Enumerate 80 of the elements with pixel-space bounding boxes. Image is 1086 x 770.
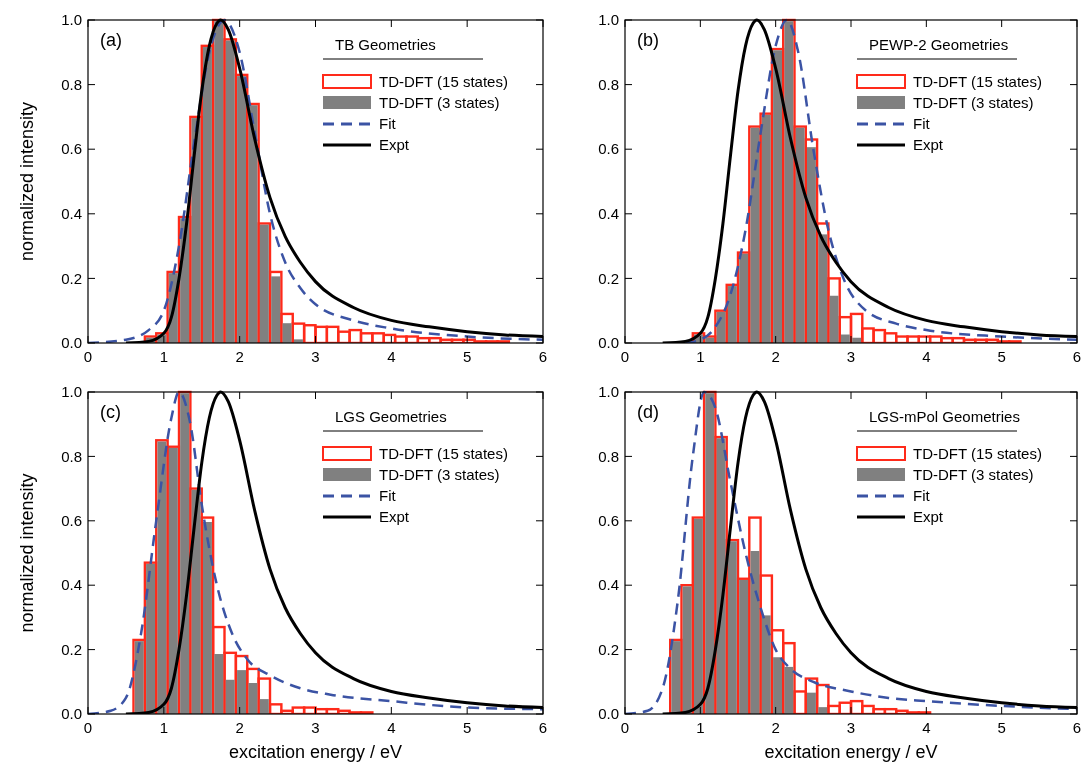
y-tick-label: 0.2 (61, 269, 82, 287)
x-axis-title: excitation energy / eV (764, 742, 938, 762)
y-tick-label: 1.0 (61, 11, 82, 29)
y-tick-label: 0.6 (598, 140, 619, 158)
x-tick-label: 6 (1072, 719, 1082, 736)
y-tick-label: 0.4 (598, 205, 619, 223)
x-tick-label: 5 (997, 348, 1006, 365)
y-tick-label: 0.4 (61, 576, 82, 594)
x-tick-label: 2 (235, 348, 244, 365)
x-tick-label: 6 (538, 719, 548, 736)
legend-label: Expt (913, 508, 944, 526)
y-tick-label: 1.0 (598, 383, 619, 401)
y-tick-label: 0.0 (61, 705, 82, 723)
y-tick-label: 0.6 (61, 512, 82, 530)
legend-label: Fit (913, 115, 931, 133)
y-axis-title: normalized intensity (17, 473, 37, 633)
legend-label: TD-DFT (15 states) (379, 73, 508, 91)
x-tick-label: 3 (846, 719, 856, 736)
y-axis-title: normalized intensity (17, 101, 37, 262)
y-tick-label: 0.4 (598, 576, 619, 594)
x-tick-label: 0 (620, 719, 630, 736)
annotation: (a) (100, 30, 122, 50)
x-tick-label: 5 (462, 719, 472, 736)
x-tick-label: 3 (311, 719, 320, 736)
x-tick-label: 2 (235, 719, 244, 736)
x-tick-label: 0 (83, 348, 93, 365)
legend-label: Fit (379, 115, 397, 133)
legend-label: TD-DFT (3 states) (913, 466, 1034, 484)
legend-label: Expt (379, 136, 410, 154)
x-tick-label: 3 (311, 348, 320, 365)
x-axis-title: excitation energy / eV (228, 742, 403, 762)
y-tick-label: 0.4 (61, 205, 82, 223)
legend-title: LGS Geometries (335, 408, 447, 425)
x-tick-label: 2 (771, 719, 780, 736)
y-tick-label: 0.0 (598, 705, 619, 723)
x-tick-label: 5 (462, 348, 472, 365)
legend-label: TD-DFT (15 states) (913, 445, 1042, 463)
x-tick-label: 1 (159, 719, 169, 736)
x-tick-label: 6 (1072, 348, 1082, 365)
annotation: (d) (637, 402, 659, 422)
x-tick-label: 0 (620, 348, 630, 365)
y-tick-label: 0.2 (598, 269, 619, 287)
annotation: (b) (637, 30, 659, 50)
y-tick-label: 0.2 (61, 640, 82, 658)
legend-title: TB Geometries (335, 36, 436, 53)
y-tick-label: 0.0 (598, 334, 619, 352)
y-tick-label: 1.0 (598, 11, 619, 29)
annotation: (c) (100, 402, 121, 422)
x-tick-label: 1 (159, 348, 169, 365)
y-tick-label: 0.6 (61, 140, 82, 158)
legend-label: Expt (913, 136, 944, 154)
legend-label: TD-DFT (15 states) (913, 73, 1042, 91)
legend-label: TD-DFT (3 states) (913, 94, 1034, 112)
x-tick-label: 4 (922, 348, 931, 365)
y-tick-label: 0.6 (598, 512, 619, 530)
x-tick-label: 6 (538, 348, 548, 365)
legend-label: Expt (379, 508, 410, 526)
y-tick-label: 0.8 (598, 75, 619, 93)
y-tick-label: 1.0 (61, 383, 82, 401)
x-tick-label: 1 (696, 719, 705, 736)
legend-label: Fit (913, 487, 931, 505)
y-tick-label: 0.8 (61, 447, 82, 465)
x-tick-label: 5 (997, 719, 1006, 736)
legend-label: TD-DFT (3 states) (379, 466, 500, 484)
legend-title: LGS-mPol Geometries (869, 408, 1020, 425)
legend-label: TD-DFT (3 states) (379, 94, 500, 112)
x-tick-label: 4 (922, 719, 931, 736)
y-tick-label: 0.8 (61, 75, 82, 93)
y-tick-label: 0.2 (598, 640, 619, 658)
legend-title: PEWP-2 Geometries (869, 36, 1009, 53)
x-tick-label: 1 (696, 348, 705, 365)
x-tick-label: 0 (83, 719, 93, 736)
x-tick-label: 3 (846, 348, 856, 365)
y-tick-label: 0.0 (61, 334, 82, 352)
x-tick-label: 4 (387, 719, 396, 736)
x-tick-label: 4 (387, 348, 396, 365)
x-tick-label: 2 (771, 348, 780, 365)
legend-label: TD-DFT (15 states) (379, 445, 508, 463)
y-tick-label: 0.8 (598, 447, 619, 465)
legend-label: Fit (379, 487, 397, 505)
